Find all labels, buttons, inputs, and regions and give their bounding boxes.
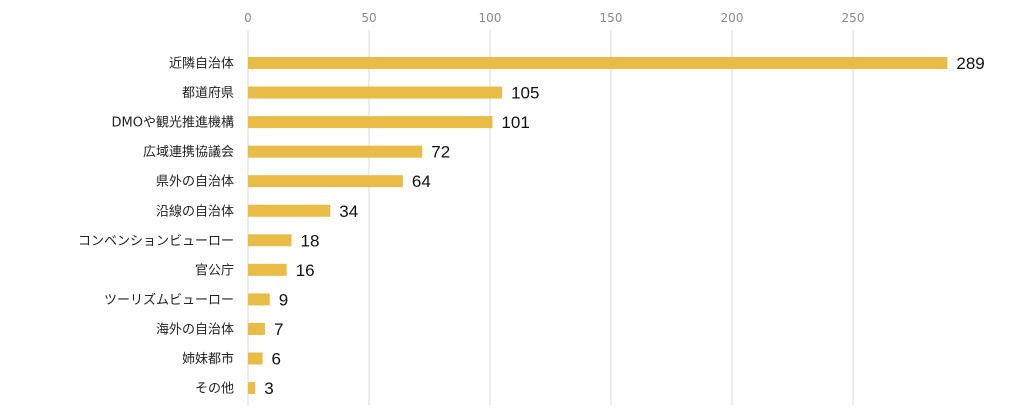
category-label: 海外の自治体 bbox=[156, 322, 234, 337]
category-label: ツーリズムビューロー bbox=[104, 292, 234, 308]
value-label: 6 bbox=[272, 350, 281, 369]
bar bbox=[248, 293, 270, 306]
bar bbox=[248, 57, 948, 69]
bar bbox=[248, 86, 503, 99]
x-tick-label: 50 bbox=[361, 11, 376, 25]
value-label: 64 bbox=[412, 172, 431, 191]
value-label: 3 bbox=[264, 379, 273, 398]
x-tick-label: 100 bbox=[479, 11, 502, 25]
value-label: 72 bbox=[431, 143, 450, 162]
category-label: DMOや観光推進機構 bbox=[112, 116, 234, 131]
x-tick-label: 0 bbox=[244, 11, 252, 25]
category-label: 県外の自治体 bbox=[156, 175, 234, 190]
bar bbox=[248, 234, 292, 247]
category-label: 広域連携協議会 bbox=[143, 144, 234, 160]
x-tick-label: 200 bbox=[721, 11, 744, 25]
category-label: その他 bbox=[195, 382, 234, 397]
category-label: 近隣自治体 bbox=[169, 56, 234, 72]
bar bbox=[248, 352, 263, 365]
value-label: 7 bbox=[274, 320, 283, 339]
bar bbox=[248, 145, 423, 158]
category-label: 姉妹都市 bbox=[182, 351, 234, 367]
value-label: 18 bbox=[301, 231, 320, 250]
value-label: 101 bbox=[501, 113, 529, 132]
x-tick-label: 150 bbox=[600, 11, 623, 25]
value-label: 34 bbox=[339, 202, 358, 221]
category-label: 都道府県 bbox=[182, 86, 234, 101]
bar bbox=[248, 322, 265, 335]
bar bbox=[248, 204, 331, 217]
bar bbox=[248, 116, 493, 129]
x-tick-label: 250 bbox=[842, 11, 865, 25]
value-label: 105 bbox=[511, 84, 539, 103]
value-label: 16 bbox=[296, 261, 315, 280]
value-label: 289 bbox=[956, 54, 984, 73]
bar bbox=[248, 175, 403, 188]
bar bbox=[248, 263, 287, 276]
bar bbox=[248, 382, 256, 395]
category-label: 官公庁 bbox=[195, 262, 234, 278]
category-label: コンベンションビューロー bbox=[78, 234, 234, 249]
category-label: 沿線の自治体 bbox=[156, 203, 234, 219]
bars bbox=[248, 57, 948, 395]
x-axis-ticks: 0 50 100 150 200 250 bbox=[244, 11, 864, 25]
value-label: 9 bbox=[279, 290, 288, 309]
